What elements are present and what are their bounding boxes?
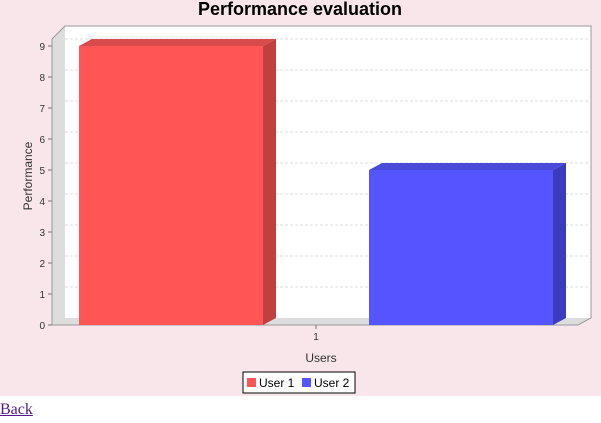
bar-top (369, 163, 566, 170)
legend-swatch-user-2 (302, 378, 311, 387)
bar-user-1 (79, 39, 276, 325)
left-wall (52, 26, 65, 325)
y-tick-label: 0 (39, 321, 45, 332)
legend-label-user-2: User 2 (314, 376, 350, 390)
y-axis-ticks: 0 1 2 3 4 5 6 7 8 9 (39, 42, 52, 332)
y-tick-label: 8 (39, 73, 45, 84)
y-tick-label: 6 (39, 135, 45, 146)
legend-box (242, 371, 356, 394)
y-tick-label: 5 (39, 166, 45, 177)
y-tick-label: 3 (39, 228, 45, 239)
bar-side (263, 39, 276, 325)
x-tick-label: 1 (313, 332, 319, 343)
x-axis-ticks: 1 (313, 325, 319, 343)
bars (79, 39, 566, 325)
bar-side (553, 163, 566, 325)
legend: User 1 User 2 (242, 371, 356, 394)
y-axis-label: Performance (21, 141, 35, 210)
chart-panel: Performance evaluation 0 1 2 3 4 5 6 7 8 9 1 Perf… (0, 0, 601, 396)
y-tick-label: 9 (39, 42, 45, 53)
legend-swatch-user-1 (247, 378, 256, 387)
bar-front (369, 170, 553, 325)
chart-title: Performance evaluation (198, 0, 402, 19)
legend-label-user-1: User 1 (259, 376, 295, 390)
y-tick-label: 7 (39, 104, 45, 115)
bar-top (79, 39, 276, 46)
bar-chart: Performance evaluation 0 1 2 3 4 5 6 7 8 9 1 Perf… (21, 0, 592, 394)
bar-user-2 (369, 163, 566, 325)
x-axis-label: Users (305, 351, 336, 365)
y-tick-label: 4 (39, 197, 45, 208)
bar-front (79, 46, 263, 325)
y-tick-label: 1 (39, 290, 45, 301)
y-tick-label: 2 (39, 259, 45, 270)
back-link[interactable]: Back (0, 401, 33, 418)
